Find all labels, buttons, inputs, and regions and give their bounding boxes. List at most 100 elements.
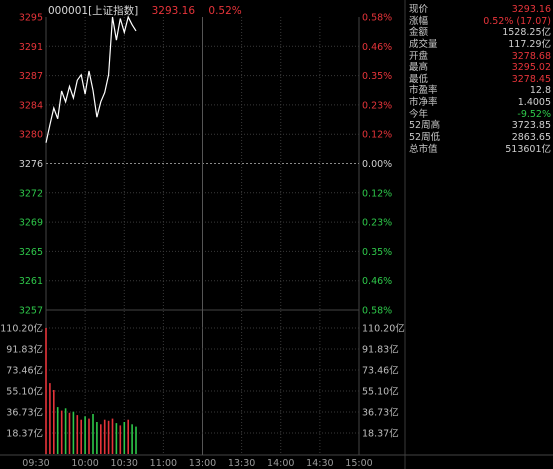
- volume-tick-label: 110.20亿: [0, 323, 43, 335]
- stat-label: 最高: [409, 62, 429, 74]
- price-tick-label: 3295: [19, 13, 43, 24]
- time-tick-label: 14:00: [267, 458, 294, 469]
- volume-bar: [84, 416, 86, 454]
- volume-tick-label: 91.83亿: [362, 344, 399, 356]
- price-tick-label: 3257: [19, 306, 43, 317]
- volume-tick-label: 73.46亿: [6, 365, 43, 377]
- stat-label: 现价: [409, 4, 429, 15]
- stat-label: 52周低: [409, 132, 441, 144]
- percent-tick-label: 0.00%: [362, 159, 392, 170]
- stat-label: 成交量: [409, 38, 438, 50]
- volume-bar: [96, 422, 98, 454]
- stat-row: 现价 3293.16: [409, 4, 551, 16]
- change-percent: 0.52%: [208, 5, 242, 17]
- stat-row: 市盈率 12.8: [409, 85, 551, 97]
- time-tick-label: 10:30: [111, 458, 138, 469]
- stat-row: 金额 1528.25亿: [409, 27, 551, 39]
- stat-row: 市净率 1.4005: [409, 97, 551, 109]
- stat-value: 3293.16: [511, 4, 551, 15]
- volume-bar: [115, 423, 118, 454]
- percent-tick-label: 0.23%: [362, 100, 392, 111]
- percent-tick-label: 0.23%: [362, 218, 392, 229]
- price-tick-label: 3269: [19, 218, 43, 229]
- percent-tick-label: 0.46%: [362, 276, 392, 287]
- stat-label: 最低: [409, 73, 429, 85]
- price-tick-label: 3276: [19, 159, 43, 170]
- volume-bar: [68, 412, 71, 454]
- percent-tick-label: 0.35%: [362, 247, 392, 258]
- volume-tick-label: 55.10亿: [362, 386, 399, 398]
- volume-bar: [127, 419, 129, 454]
- time-tick-label: 09:30: [22, 458, 49, 469]
- volume-bar: [92, 414, 94, 454]
- percent-tick-label: 0.58%: [362, 13, 392, 24]
- stat-row: 涨幅 0.52% (17.07): [409, 16, 551, 28]
- stat-value: -9.52%: [517, 108, 551, 120]
- stat-row: 开盘 3278.68: [409, 51, 551, 63]
- stat-label: 市净率: [409, 97, 438, 109]
- percent-tick-label: 0.12%: [362, 130, 392, 141]
- stat-row: 52周低 2863.65: [409, 132, 551, 144]
- stat-row: 最高 3295.02: [409, 62, 551, 74]
- volume-bar: [123, 422, 126, 454]
- price-tick-label: 3291: [19, 42, 43, 53]
- percent-tick-label: 0.12%: [362, 188, 392, 199]
- volume-tick-label: 18.37亿: [362, 428, 399, 440]
- volume-bar: [88, 418, 90, 454]
- stat-row: 成交量 117.29亿: [409, 39, 551, 51]
- time-tick-label: 11:00: [150, 458, 177, 469]
- time-tick-label: 10:00: [71, 458, 98, 469]
- stat-label: 涨幅: [409, 15, 429, 27]
- index-code: 000001[上证指数]: [48, 5, 139, 17]
- volume-bar: [56, 407, 59, 454]
- stat-value: 12.8: [529, 85, 551, 97]
- volume-tick-label: 110.20亿: [362, 323, 405, 335]
- price-line: [45, 15, 137, 143]
- volume-tick-label: 18.37亿: [6, 428, 43, 440]
- volume-bar: [100, 424, 102, 454]
- stat-value: 3278.68: [511, 50, 551, 62]
- time-tick-label: 13:00: [189, 458, 216, 469]
- stat-value: 3723.85: [511, 120, 551, 132]
- stat-label: 今年: [409, 108, 429, 120]
- stat-value: 117.29亿: [508, 38, 551, 50]
- quote-stats-panel: 现价 3293.16 涨幅 0.52% (17.07) 金额 1528.25亿 成交量 117…: [409, 4, 551, 155]
- time-tick-label: 15:00: [345, 458, 372, 469]
- volume-bar: [72, 411, 75, 454]
- volume-tick-label: 73.46亿: [362, 365, 399, 377]
- volume-bar: [76, 415, 79, 454]
- volume-bar: [49, 383, 51, 454]
- stat-label: 52周高: [409, 120, 441, 132]
- volume-tick-label: 36.73亿: [6, 407, 43, 419]
- time-tick-label: 14:30: [306, 458, 333, 469]
- volume-tick-label: 55.10亿: [6, 386, 43, 398]
- price-tick-label: 3287: [19, 71, 43, 82]
- price-tick-label: 3265: [19, 247, 43, 258]
- stat-row: 52周高 3723.85: [409, 120, 551, 132]
- stat-label: 总市值: [409, 143, 438, 155]
- price-tick-label: 3284: [19, 100, 43, 111]
- volume-bar: [80, 419, 82, 454]
- stat-value: 3278.45: [511, 73, 551, 85]
- stat-value: 0.52% (17.07): [483, 15, 551, 27]
- price-tick-label: 3261: [19, 276, 43, 287]
- stat-value: 513601亿: [505, 143, 551, 155]
- percent-tick-label: 0.46%: [362, 42, 392, 53]
- volume-bar: [119, 425, 122, 454]
- volume-bar: [131, 424, 133, 454]
- current-price: 3293.16: [151, 5, 196, 17]
- volume-tick-label: 91.83亿: [6, 344, 43, 356]
- price-tick-label: 3272: [19, 188, 43, 199]
- volume-bar: [103, 419, 106, 454]
- stat-value: 3295.02: [511, 62, 551, 74]
- stat-label: 开盘: [409, 50, 429, 62]
- volume-bar: [135, 426, 137, 454]
- percent-tick-label: 0.35%: [362, 71, 392, 82]
- volume-bar: [107, 420, 110, 454]
- chart-title: 000001[上证指数] 3293.16 0.52%: [48, 3, 242, 18]
- stat-value: 2863.65: [511, 132, 551, 144]
- stat-label: 市盈率: [409, 85, 438, 97]
- volume-bar: [111, 418, 114, 454]
- stat-row: 最低 3278.45: [409, 74, 551, 86]
